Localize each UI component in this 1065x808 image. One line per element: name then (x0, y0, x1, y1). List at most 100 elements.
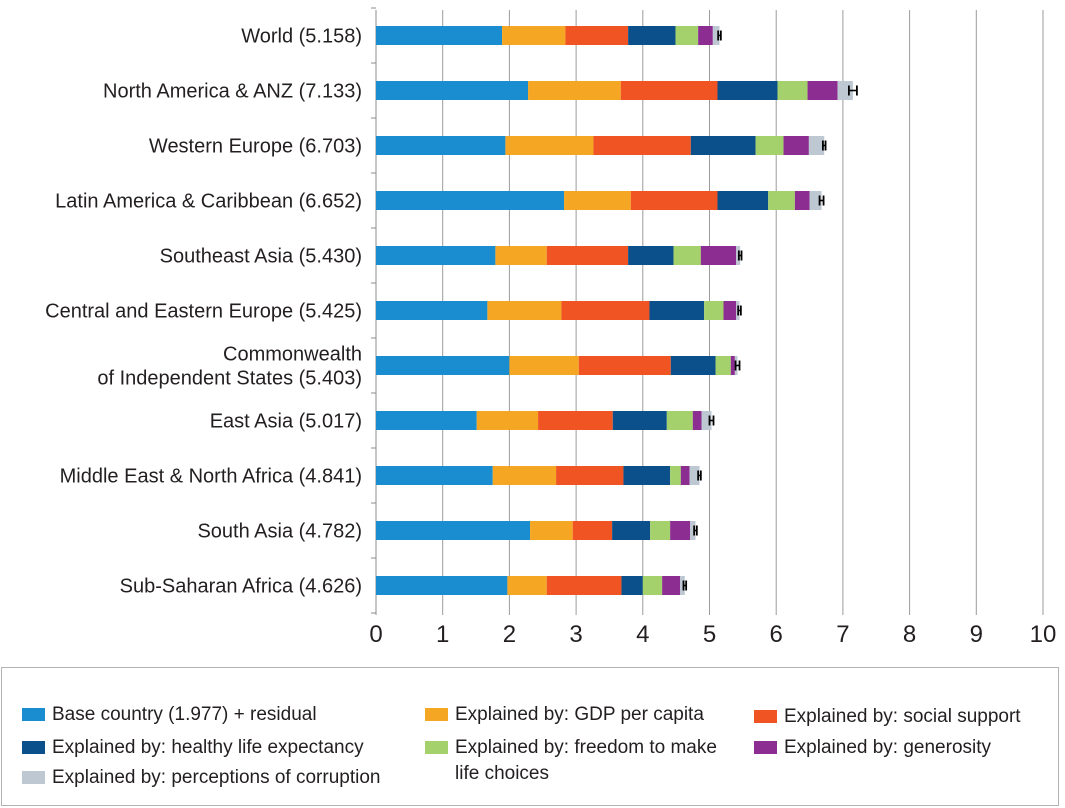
bar-segment-1-4 (628, 26, 676, 45)
bar-segment-8-7 (701, 411, 712, 430)
bar-segment-2-6 (807, 81, 838, 100)
bar-segment-5-6 (700, 246, 737, 265)
category-label-5: Southeast Asia (5.430) (160, 246, 362, 268)
bar-segment-11-2 (507, 576, 547, 595)
bar-segment-6-6 (723, 301, 737, 320)
bar-segment-1-6 (698, 26, 713, 45)
legend-label-generosity: Explained by: generosity (784, 737, 992, 758)
bar-segment-11-4 (621, 576, 643, 595)
category-label-4: Latin America & Caribbean (6.652) (55, 191, 362, 213)
bar-segment-10-7 (690, 521, 696, 540)
bar-segment-2-4 (717, 81, 778, 100)
bar-segment-10-5 (650, 521, 671, 540)
legend-swatch-generosity (754, 741, 777, 754)
legend-item-corruption: Explained by: perceptions of corruption (22, 765, 422, 791)
bar-segment-8-5 (666, 411, 693, 430)
bar-segment-8-1 (376, 411, 477, 430)
bar-segment-7-3 (578, 356, 671, 375)
bar-segment-6-5 (704, 301, 724, 320)
bar-segment-6-4 (649, 301, 705, 320)
category-label-8: East Asia (5.017) (210, 411, 362, 433)
bar-segment-11-7 (680, 576, 685, 595)
bar-segment-11-1 (376, 576, 508, 595)
chart-legend: Base country (1.977) + residual Explaine… (1, 667, 1059, 806)
category-label-7-line-2: of Independent States (5.403) (97, 368, 362, 390)
bar-segment-2-1 (376, 81, 529, 100)
x-tick-label-7: 7 (836, 621, 849, 648)
legend-item-freedom: Explained by: freedom to make life choic… (425, 735, 730, 787)
bar-segment-9-3 (556, 466, 624, 485)
bar-segment-2-3 (620, 81, 718, 100)
x-tick-label-6: 6 (770, 621, 783, 648)
bar-segment-6-3 (561, 301, 650, 320)
bar-segment-10-1 (376, 521, 531, 540)
x-tick-label-10: 10 (1030, 621, 1057, 648)
bar-segment-4-2 (564, 191, 631, 210)
bar-segment-3-5 (755, 136, 784, 155)
bar-segment-4-5 (768, 191, 795, 210)
bar-segment-7-4 (670, 356, 716, 375)
legend-swatch-social (754, 710, 777, 723)
bar-segment-8-3 (538, 411, 613, 430)
bar-segment-11-5 (642, 576, 663, 595)
bar-segment-5-1 (376, 246, 496, 265)
bar-segment-2-2 (528, 81, 621, 100)
bar-segment-5-2 (495, 246, 547, 265)
bar-segment-3-1 (376, 136, 506, 155)
bar-segment-8-6 (692, 411, 702, 430)
bar-segment-10-3 (572, 521, 613, 540)
legend-swatch-freedom (425, 741, 448, 754)
category-label-3: Western Europe (6.703) (149, 136, 362, 158)
bar-segment-7-2 (509, 356, 579, 375)
bar-segment-7-6 (730, 356, 735, 375)
legend-item-base: Base country (1.977) + residual (22, 702, 422, 728)
bar-segment-7-1 (376, 356, 510, 375)
bar-segment-9-7 (689, 466, 700, 485)
bar-segment-6-1 (376, 301, 488, 320)
bar-segment-10-6 (670, 521, 691, 540)
x-tick-label-1: 1 (436, 621, 449, 648)
legend-swatch-health (22, 741, 45, 754)
bar-segment-8-4 (612, 411, 667, 430)
legend-label-corruption: Explained by: perceptions of corruption (52, 767, 381, 788)
x-tick-label-2: 2 (503, 621, 516, 648)
category-label-2: North America & ANZ (7.133) (103, 81, 362, 103)
bar-segment-3-4 (690, 136, 756, 155)
legend-label-health: Explained by: healthy life expectancy (52, 737, 364, 758)
category-label-11: Sub-Saharan Africa (4.626) (120, 576, 362, 598)
bar-segment-6-2 (487, 301, 562, 320)
bar-segment-3-7 (808, 136, 825, 155)
bar-segment-5-4 (628, 246, 674, 265)
category-label-6: Central and Eastern Europe (5.425) (45, 301, 362, 323)
bar-segment-9-4 (623, 466, 671, 485)
bar-segment-10-4 (612, 521, 651, 540)
bar-segment-1-3 (565, 26, 629, 45)
category-label-9: Middle East & North Africa (4.841) (60, 466, 362, 488)
bar-segment-7-5 (715, 356, 731, 375)
bar-segment-9-1 (376, 466, 493, 485)
bar-segment-9-2 (492, 466, 557, 485)
legend-swatch-corruption (22, 771, 45, 784)
x-tick-label-5: 5 (703, 621, 716, 648)
category-label-1: World (5.158) (241, 26, 362, 48)
category-label-7-line-1: Commonwealth (223, 344, 362, 366)
bar-segment-11-6 (662, 576, 681, 595)
bar-segment-8-2 (476, 411, 539, 430)
bar-segment-9-6 (680, 466, 690, 485)
legend-label-freedom: Explained by: freedom to make life choic… (455, 737, 717, 784)
x-tick-label-3: 3 (569, 621, 582, 648)
legend-swatch-gdp (425, 708, 448, 721)
bar-segment-1-2 (502, 26, 566, 45)
legend-item-generosity: Explained by: generosity (754, 735, 1054, 761)
bar-segment-11-3 (546, 576, 622, 595)
bar-segment-1-5 (675, 26, 699, 45)
bar-segment-1-1 (376, 26, 503, 45)
x-tick-label-4: 4 (636, 621, 649, 648)
legend-swatch-base (22, 708, 45, 721)
category-label-10: South Asia (4.782) (197, 521, 362, 543)
legend-label-gdp: Explained by: GDP per capita (455, 704, 704, 725)
legend-item-gdp: Explained by: GDP per capita (425, 702, 745, 728)
bar-segment-10-2 (530, 521, 573, 540)
bar-segment-1-7 (712, 26, 720, 45)
legend-item-health: Explained by: healthy life expectancy (22, 735, 422, 761)
